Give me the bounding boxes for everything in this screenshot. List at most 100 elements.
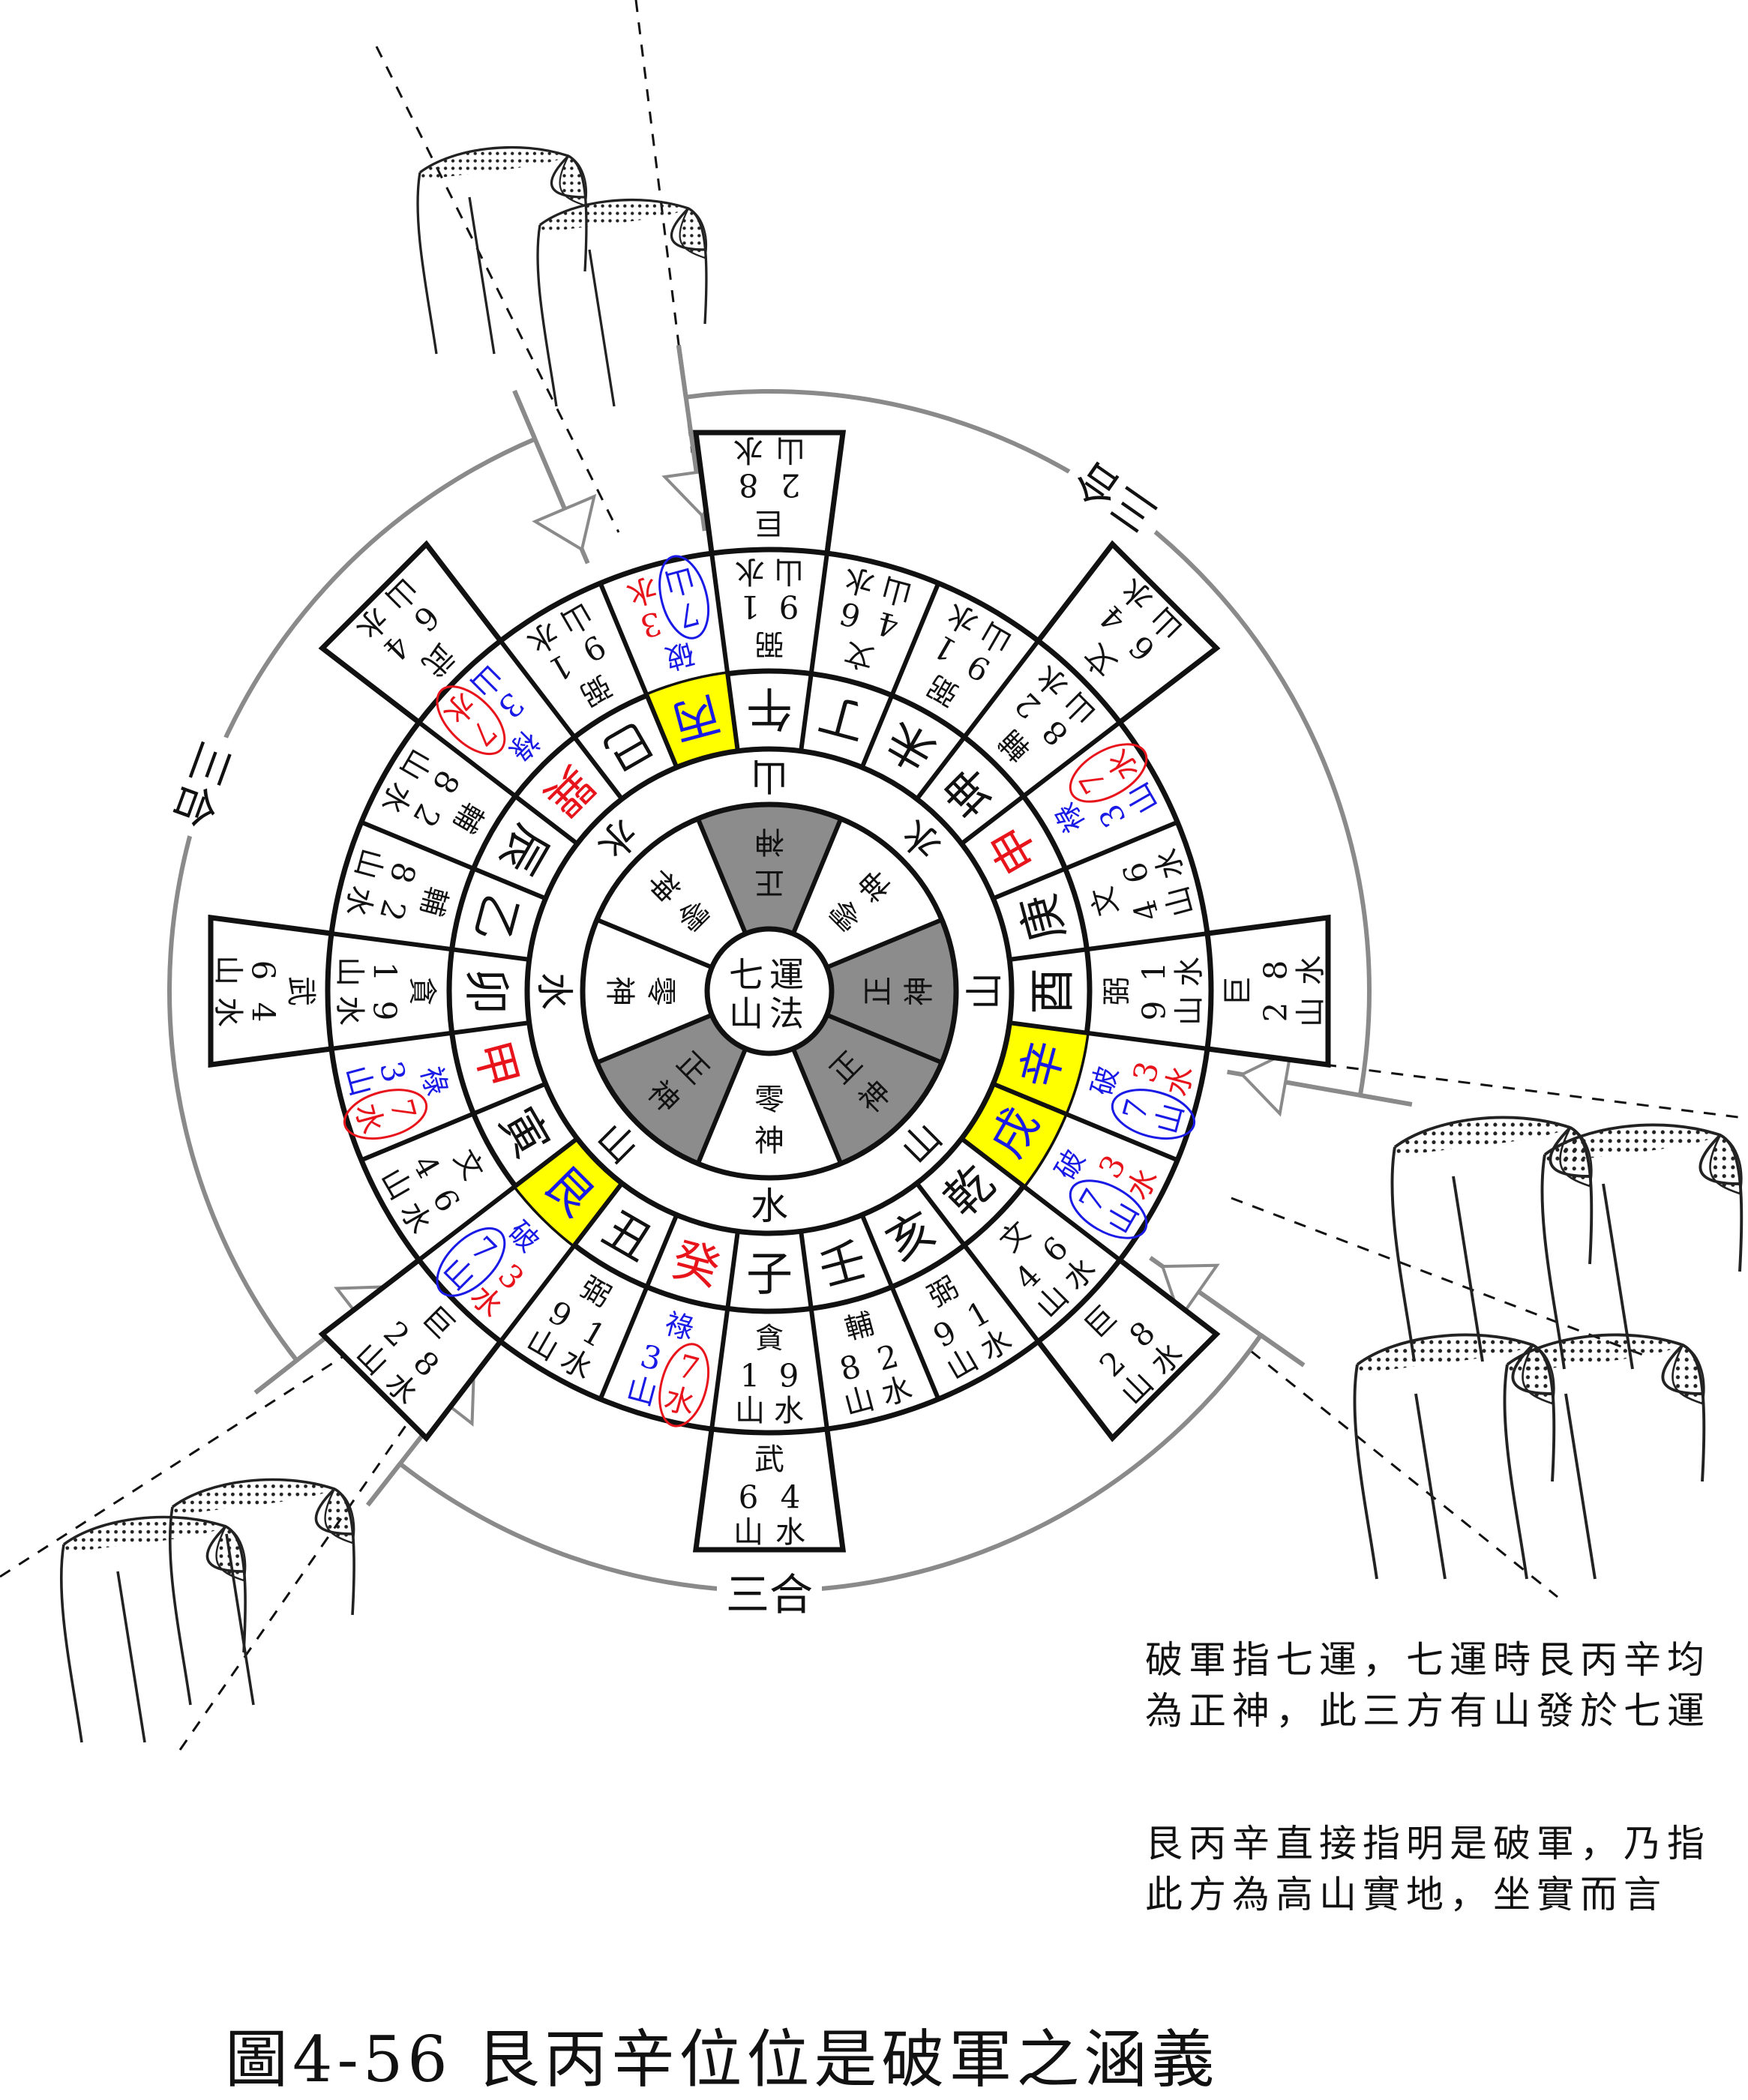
star-divider bbox=[360, 819, 475, 871]
star-divider bbox=[417, 720, 517, 798]
star-right-label-18: 水 bbox=[332, 996, 367, 1026]
spirit-divider bbox=[790, 1047, 844, 1165]
box-right-number-0-group: 8 bbox=[739, 467, 759, 504]
star-divider bbox=[889, 582, 941, 697]
cliff-dotted-ridge bbox=[420, 147, 568, 181]
spirit-label-2-b: 神 bbox=[902, 976, 937, 1006]
spirit-label-6-a-group: 零 bbox=[643, 976, 678, 1006]
star-divider bbox=[598, 1286, 649, 1400]
star-divider bbox=[1021, 1184, 1122, 1262]
box-right-label-2-group: 水 bbox=[1294, 955, 1328, 985]
mountain-divider bbox=[960, 1137, 1025, 1188]
circle-mark-7 bbox=[1111, 1089, 1196, 1140]
star-left-number-6-group: 9 bbox=[1136, 1001, 1173, 1021]
star-left-label-12: 山 bbox=[735, 1394, 765, 1428]
circle-mark-group bbox=[436, 1227, 506, 1297]
star-right-number-18: 9 bbox=[367, 1001, 403, 1021]
cliff-dotted-top bbox=[1672, 1344, 1705, 1405]
box-left-label-2: 山 bbox=[1294, 997, 1328, 1027]
center-label-line1: 七運 bbox=[729, 954, 810, 995]
box-star-2-group: 巨 bbox=[1221, 976, 1255, 1006]
box-left-label-6-group: 山 bbox=[211, 955, 245, 985]
mountain-sketch bbox=[1503, 1333, 1706, 1580]
spirit-label-0-a: 正 bbox=[754, 865, 784, 900]
spirit-label-0-b-group: 神 bbox=[754, 824, 784, 858]
box-star-6-group: 武 bbox=[283, 976, 318, 1006]
star-right-number-0-group: 1 bbox=[740, 589, 760, 625]
star-right-number-18-group: 9 bbox=[367, 1001, 403, 1021]
circle-mark-13 bbox=[658, 1343, 710, 1427]
sanhe-label-group: 三合 bbox=[717, 1567, 822, 1620]
star-name-6: 弼 bbox=[1100, 977, 1133, 1005]
box-left-label-0: 山 bbox=[775, 433, 805, 467]
mountain-divider bbox=[644, 1214, 679, 1288]
circle-mark-4 bbox=[1069, 743, 1148, 803]
spirit-label-2-a: 正 bbox=[861, 976, 895, 1006]
box-left-number-6: 6 bbox=[245, 960, 282, 981]
mountain-divider bbox=[992, 866, 1066, 901]
mountain-divider bbox=[572, 735, 624, 801]
star-divider bbox=[1064, 1111, 1179, 1163]
box-right-number-6: 4 bbox=[245, 1002, 282, 1023]
box-left-number-4-group: 6 bbox=[739, 1479, 759, 1516]
box-right-label-0-group: 水 bbox=[733, 433, 763, 467]
ring2-label-4-group: 水 bbox=[751, 1185, 788, 1228]
sanhe-label-bg bbox=[717, 1567, 822, 1615]
cliff-dotted-top bbox=[1709, 1134, 1743, 1195]
star-divider bbox=[808, 553, 829, 675]
spirit-divider bbox=[595, 1012, 713, 1065]
box-left-label-2-group: 山 bbox=[1294, 997, 1328, 1027]
star-name-12-group: 貪 bbox=[755, 1322, 784, 1355]
box-star-4-group: 武 bbox=[754, 1442, 784, 1477]
star-left-label-18: 山 bbox=[332, 957, 367, 987]
center-circle bbox=[704, 926, 835, 1056]
box-right-label-6-group: 水 bbox=[211, 997, 245, 1027]
sanhe-label-bg bbox=[1057, 450, 1171, 550]
mountain-sketch bbox=[416, 145, 588, 355]
mountain-0: 午 bbox=[746, 682, 793, 736]
mountain-sketch bbox=[168, 1478, 355, 1706]
star-divider bbox=[1021, 720, 1122, 798]
star-name-0-group: 弼 bbox=[755, 628, 784, 661]
box-star-0-group: 巨 bbox=[754, 505, 784, 540]
star-right-label-12-group: 水 bbox=[774, 1394, 804, 1428]
spirit-label-6-a: 零 bbox=[643, 976, 678, 1006]
center-label-line2: 山法 bbox=[729, 993, 810, 1034]
cliff-dotted-ridge bbox=[540, 199, 688, 233]
star-left-number-18: 1 bbox=[367, 962, 403, 982]
dashed-sight-line bbox=[375, 46, 620, 533]
spirit-label-4-b-group: 神 bbox=[754, 1124, 784, 1158]
mountain-0-group: 午 bbox=[746, 682, 793, 736]
mountain-divider bbox=[514, 794, 579, 846]
box-right-number-2: 8 bbox=[1258, 960, 1294, 981]
spirit-label-6-b-group: 神 bbox=[602, 976, 637, 1006]
box-right-number-2-group: 8 bbox=[1258, 960, 1294, 981]
star-left-label-18-group: 山 bbox=[332, 957, 367, 987]
star-right-label-18-group: 水 bbox=[332, 996, 367, 1026]
star-divider bbox=[598, 582, 649, 697]
mountain-divider bbox=[1009, 947, 1087, 962]
spirit-divider bbox=[790, 817, 844, 935]
ring2-label-0: 山 bbox=[751, 754, 788, 798]
box-left-label-0-group: 山 bbox=[775, 433, 805, 467]
spirit-label-0-a-group: 正 bbox=[754, 865, 784, 900]
mountain-6-group: 酉 bbox=[1025, 968, 1080, 1014]
circle-mark-group bbox=[658, 555, 710, 640]
arrow-xin-a-head bbox=[1239, 1047, 1294, 1117]
star-left-number-0: 9 bbox=[779, 589, 799, 625]
star-divider bbox=[1086, 1030, 1208, 1051]
ring2-label-0-group: 山 bbox=[751, 754, 788, 798]
star-divider bbox=[962, 639, 1040, 739]
star-divider bbox=[889, 1286, 941, 1400]
star-divider bbox=[962, 1243, 1040, 1344]
spirit-label-4-a: 零 bbox=[754, 1083, 784, 1117]
outer-arc-2 bbox=[398, 1334, 1263, 1593]
note-paragraph-2: 艮丙辛直接指明是破軍，乃指此方為高山實地，坐實而言 bbox=[1145, 1822, 1711, 1916]
box-left-label-6: 山 bbox=[211, 955, 245, 985]
circle-mark-17 bbox=[343, 1089, 428, 1140]
highlight-cell-23 bbox=[646, 673, 738, 768]
mountain-divider bbox=[451, 1020, 530, 1035]
mountain-divider bbox=[992, 1081, 1066, 1116]
ring2-label-6-group: 水 bbox=[532, 972, 576, 1010]
